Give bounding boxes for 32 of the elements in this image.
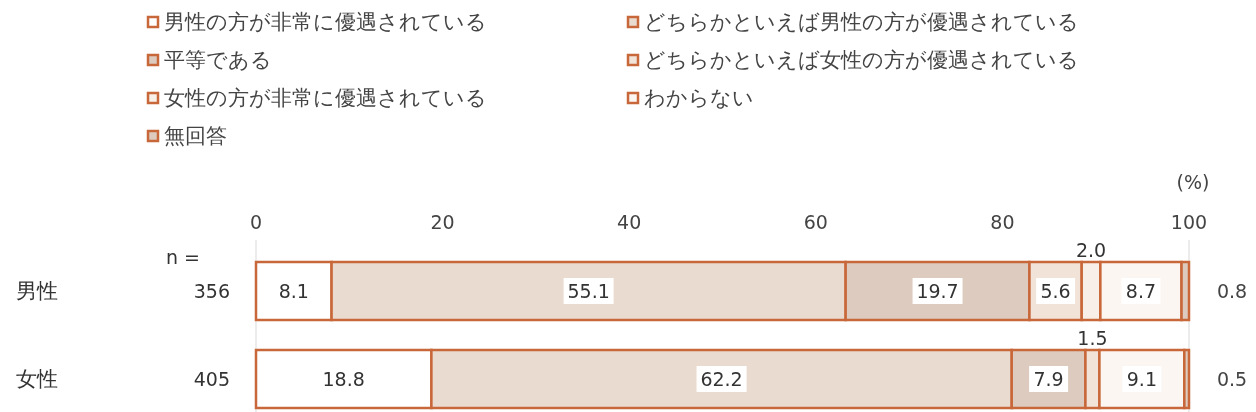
legend-label: 平等である [164, 48, 272, 72]
data-label: 8.7 [1125, 280, 1157, 302]
data-label: 0.8 [1216, 280, 1248, 302]
y-tick-label: 女性 [16, 367, 58, 391]
legend-label: 男性の方が非常に優遇されている [164, 10, 487, 34]
x-tick-label: 100 [1170, 211, 1208, 233]
data-label: 1.5 [1077, 327, 1108, 349]
data-label: 5.6 [1040, 280, 1071, 302]
legend-label: 女性の方が非常に優遇されている [164, 86, 487, 110]
text: 405 [193, 368, 230, 390]
data-label: 55.1 [567, 280, 610, 302]
x-tick-label: 20 [430, 211, 455, 233]
legend-label: わからない [644, 86, 754, 110]
data-label: 2.0 [1075, 239, 1107, 261]
x-axis-title: (%) [1176, 171, 1210, 193]
data-label: 18.8 [322, 368, 365, 390]
data-label: 62.2 [700, 368, 743, 390]
x-tick-label: 0 [249, 211, 263, 233]
x-tick-label: 80 [990, 211, 1015, 233]
data-label: 19.7 [916, 280, 959, 302]
data-label: 7.9 [1033, 368, 1064, 390]
x-tick-label: 40 [617, 211, 642, 233]
legend-label: どちらかといえば男性の方が優遇されている [644, 10, 1079, 34]
y-tick-label: 男性 [16, 279, 58, 303]
legend-label: どちらかといえば女性の方が優遇されている [644, 48, 1079, 72]
x-tick-label: 60 [803, 211, 828, 233]
text: 356 [193, 280, 230, 302]
text: n = [165, 246, 201, 268]
data-label: 9.1 [1126, 368, 1157, 390]
legend-label: 無回答 [164, 124, 227, 148]
data-label: 8.1 [278, 280, 309, 302]
data-label: 0.5 [1216, 368, 1248, 390]
